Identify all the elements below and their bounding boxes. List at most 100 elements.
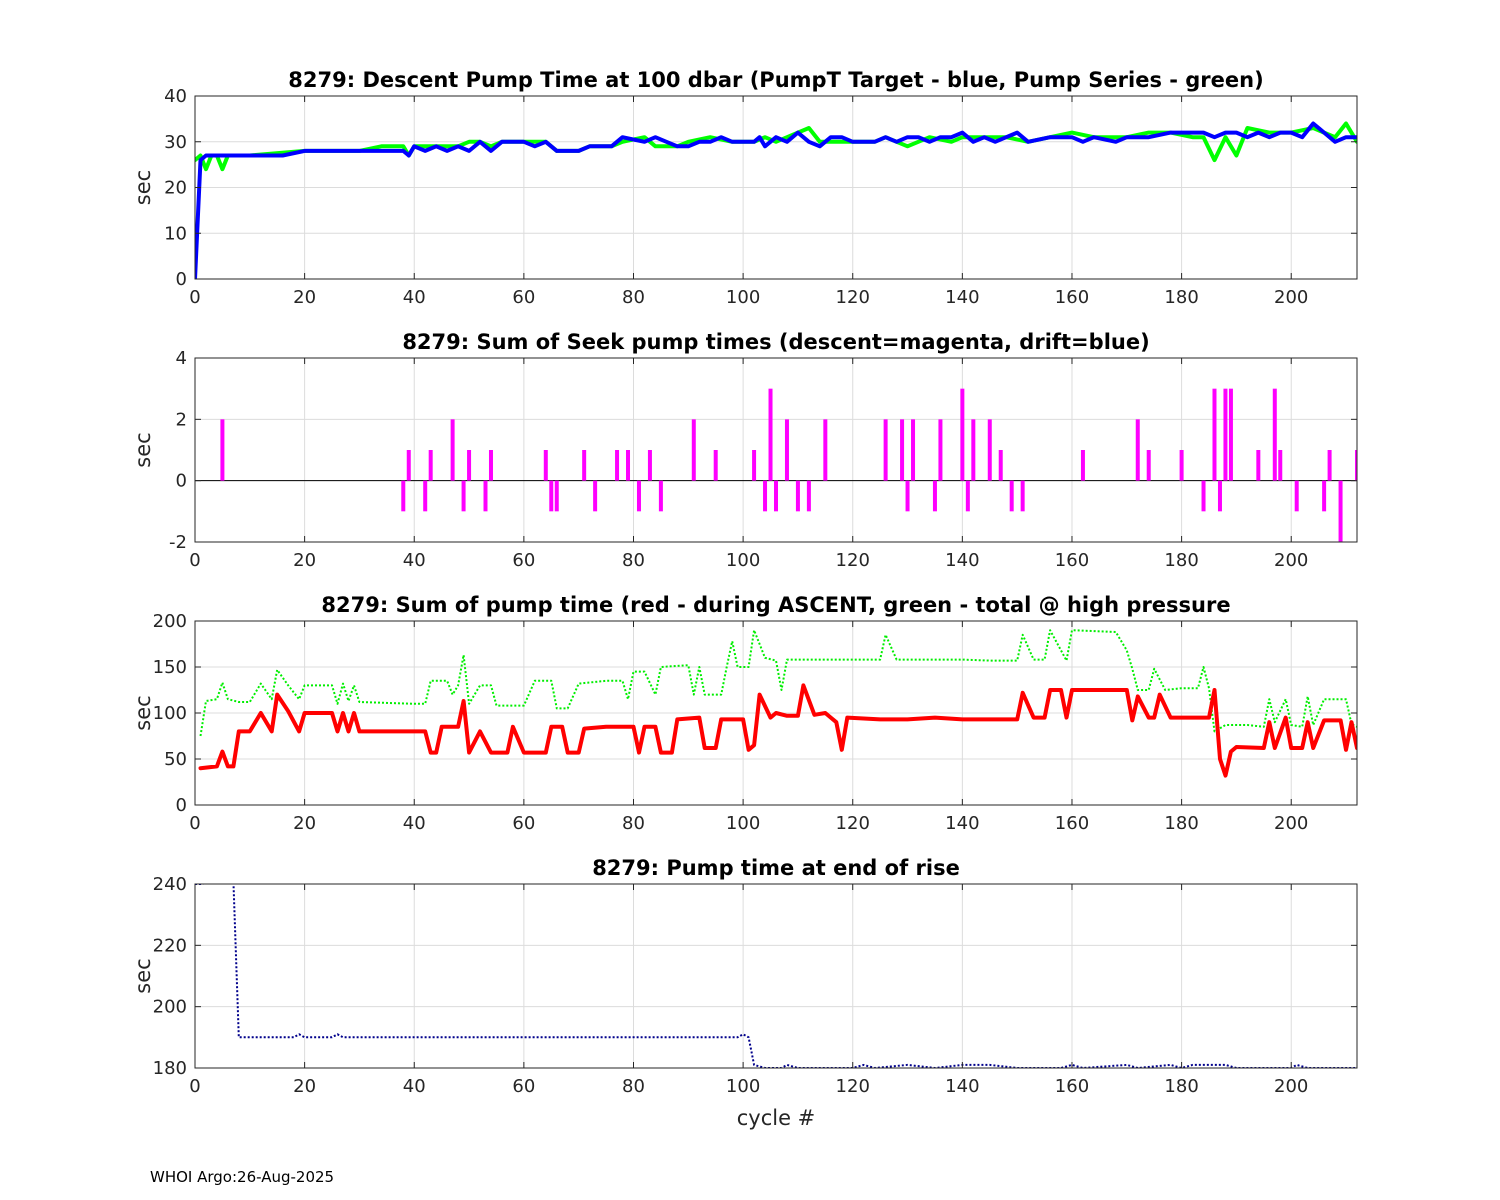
x-tick-label: 160 xyxy=(1055,287,1089,308)
seek-bar xyxy=(932,480,937,512)
plot-area xyxy=(198,629,1357,778)
y-axis-label: sec xyxy=(131,432,155,467)
seek-bar xyxy=(488,450,493,481)
x-tick-label: 80 xyxy=(622,287,645,308)
seek-bar xyxy=(965,480,970,512)
x-tick-label: 120 xyxy=(836,1076,870,1097)
seek-bar xyxy=(938,419,943,481)
x-tick-label: 120 xyxy=(836,550,870,571)
x-tick-label: 20 xyxy=(293,287,316,308)
y-tick-label: 100 xyxy=(153,703,187,724)
seek-bar xyxy=(691,419,696,481)
subplot-stack: 0 20 40 60 80 100 120 140 160 180 2000102030408279… xyxy=(131,68,1358,1130)
y-tick-label: 20 xyxy=(164,178,187,199)
y-axis-label: sec xyxy=(131,695,155,730)
seek-bar xyxy=(905,480,910,512)
seek-bar xyxy=(1327,450,1332,481)
x-tick-label: 40 xyxy=(403,550,426,571)
seek-bar xyxy=(713,450,718,481)
y-tick-label: 0 xyxy=(176,795,187,816)
seek-bar xyxy=(987,419,992,481)
seek-bar xyxy=(543,450,548,481)
y-axis-label: sec xyxy=(131,170,155,205)
seek-bar xyxy=(626,450,631,481)
x-tick-label: 160 xyxy=(1055,813,1089,834)
plot-area xyxy=(195,884,1357,1068)
x-tick-label: 180 xyxy=(1164,1076,1198,1097)
seek-bar xyxy=(1080,450,1085,481)
y-tick-label: -2 xyxy=(169,532,187,553)
x-tick-label: 0 xyxy=(189,550,200,571)
subplot-descent: 0 20 40 60 80 100 120 140 160 180 200 0 10 20 30 40 8279… xyxy=(131,68,1358,308)
y-axis-label: sec xyxy=(131,958,155,993)
x-tick-label: 80 xyxy=(622,813,645,834)
x-tick-label: 60 xyxy=(512,287,535,308)
y-tick-label: 180 xyxy=(153,1058,187,1079)
seek-bar xyxy=(461,480,466,512)
series-line-2 xyxy=(195,121,1357,279)
seek-bar xyxy=(998,450,1003,481)
x-tick-label: 80 xyxy=(622,550,645,571)
seek-bar xyxy=(806,480,811,512)
y-tick-label: 200 xyxy=(153,997,187,1018)
seek-bar xyxy=(823,419,828,481)
seek-bar xyxy=(960,388,965,481)
x-tick-label: 20 xyxy=(293,1076,316,1097)
seek-bar xyxy=(1256,450,1261,481)
x-tick-label: 140 xyxy=(945,813,979,834)
seek-bar xyxy=(1217,480,1222,512)
seek-bar xyxy=(406,450,411,481)
y-tick-label: 0 xyxy=(176,471,187,492)
seek-bar xyxy=(1223,388,1228,481)
subplot-ascent: 0 20 40 60 80 100 120 140 160 180 200 0 50 100 150 200 8… xyxy=(131,593,1358,834)
seek-bar xyxy=(220,419,225,481)
series-line-2 xyxy=(198,683,1357,778)
seek-bar xyxy=(768,388,773,481)
y-tick-label: 10 xyxy=(164,223,187,244)
subplot-title: 8279: Sum of Seek pump times (descent=ma… xyxy=(402,330,1149,354)
seek-bar xyxy=(636,480,641,512)
y-tick-label: 40 xyxy=(164,86,187,107)
seek-bar xyxy=(883,419,888,481)
seek-bar xyxy=(1009,480,1014,512)
seek-bar xyxy=(911,419,916,481)
x-tick-label: 0 xyxy=(189,1076,200,1097)
y-tick-label: 4 xyxy=(176,348,187,369)
seek-bar xyxy=(1228,388,1233,481)
y-tick-label: 240 xyxy=(153,874,187,895)
seek-bar xyxy=(428,450,433,481)
footer-text: WHOI Argo:26-Aug-2025 xyxy=(150,1168,334,1186)
seek-bar xyxy=(1135,419,1140,481)
x-tick-label: 120 xyxy=(836,287,870,308)
seek-bar xyxy=(582,450,587,481)
seek-bar xyxy=(1212,388,1217,481)
seek-bar xyxy=(647,450,652,481)
x-tick-label: 140 xyxy=(945,550,979,571)
x-tick-label: 80 xyxy=(622,1076,645,1097)
seek-bar xyxy=(795,480,800,512)
x-tick-label: 140 xyxy=(945,1076,979,1097)
x-tick-label: 100 xyxy=(726,550,760,571)
y-tick-label: 200 xyxy=(153,611,187,632)
x-tick-label: 20 xyxy=(293,813,316,834)
x-tick-label: 40 xyxy=(403,813,426,834)
x-tick-label: 60 xyxy=(512,550,535,571)
x-tick-label: 200 xyxy=(1274,550,1308,571)
seek-bar xyxy=(1020,480,1025,512)
y-tick-label: 220 xyxy=(153,935,187,956)
y-tick-label: 2 xyxy=(176,409,187,430)
seek-bar xyxy=(658,480,663,512)
x-tick-label: 20 xyxy=(293,550,316,571)
seek-bar xyxy=(549,480,554,512)
seek-bar xyxy=(1272,388,1277,481)
seek-bar xyxy=(784,419,789,481)
seek-bar xyxy=(450,419,455,481)
x-tick-label: 100 xyxy=(726,287,760,308)
x-tick-label: 40 xyxy=(403,1076,426,1097)
x-tick-label: 120 xyxy=(836,813,870,834)
x-tick-label: 200 xyxy=(1274,813,1308,834)
seek-bar xyxy=(1146,450,1151,481)
y-tick-label: 50 xyxy=(164,749,187,770)
